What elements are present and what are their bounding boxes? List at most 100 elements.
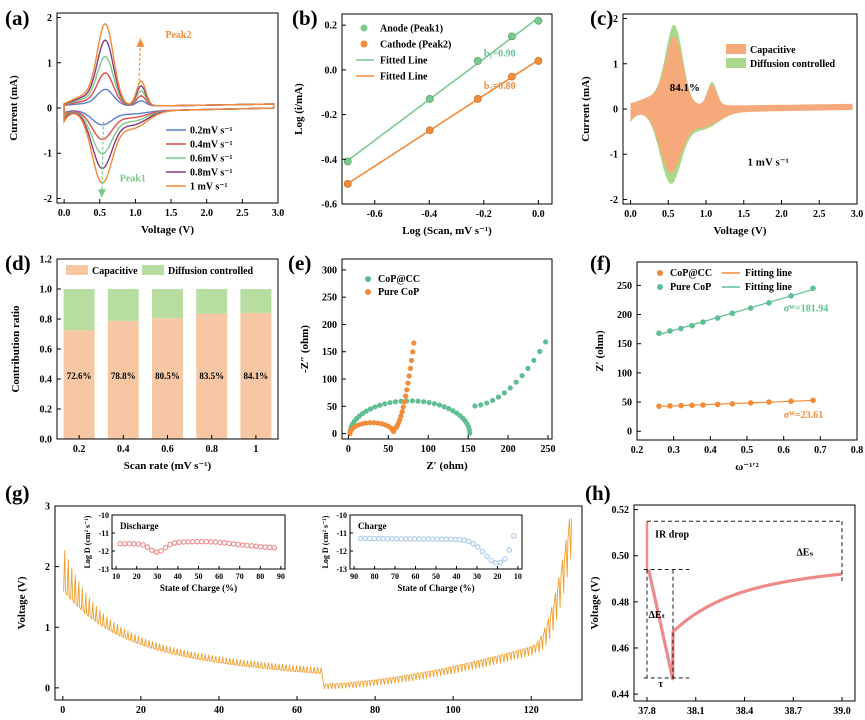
legend-capacitive-swatch xyxy=(726,44,746,54)
legend-capacitive-swatch xyxy=(66,265,88,275)
panel-b: Anode (Peak1) Cathode (Peak2) Fitted Line F… xyxy=(292,6,553,237)
pure-cop-point xyxy=(810,285,816,292)
inset-point xyxy=(411,536,418,542)
pure-cop-point xyxy=(404,387,410,393)
inset-y-label: Log D (cm² s⁻¹) xyxy=(83,515,92,568)
inset-point xyxy=(443,536,449,542)
y-tick-label: -0.2 xyxy=(321,110,337,121)
cv-curve-0 xyxy=(63,88,275,126)
inset-x-tick-label: 40 xyxy=(174,572,182,581)
legend-cop-cc-label: CoP@CC xyxy=(378,274,420,285)
y-tick-label: 1.2 xyxy=(40,255,53,266)
inset-x-tick-label: 70 xyxy=(236,572,244,581)
y-tick-label: 0.0 xyxy=(325,65,338,76)
anode-fit-line xyxy=(346,17,539,162)
pure-cop-point xyxy=(407,365,413,372)
cop-cc-point xyxy=(700,402,706,408)
inset-point xyxy=(475,544,481,550)
tau-label: τ xyxy=(658,679,663,690)
inset-y-tick-label: -12 xyxy=(98,547,109,556)
panel-label: (a) xyxy=(5,6,30,30)
panel-f: CoP@CC Pure CoP Fitting line Fitting line σᵂ… xyxy=(590,251,863,473)
panel-label: (g) xyxy=(5,481,30,505)
x-axis-label: Log (Scan, mV s⁻¹) xyxy=(402,225,492,237)
x-tick-label: 38.1 xyxy=(687,706,705,717)
anode-point xyxy=(508,32,516,41)
pure-cop-point xyxy=(399,409,405,415)
inset-point xyxy=(488,557,495,564)
panel-a: Peak2 Peak1 0.2mV s⁻¹ 0.4mV s⁻¹ 0.6mV s⁻¹ 0.8… xyxy=(5,6,284,236)
legend-capacitive-label: Capacitive xyxy=(750,45,796,56)
cop-cc-point xyxy=(446,406,452,412)
cathode-point xyxy=(473,95,482,103)
x-tick-label: 3.0 xyxy=(272,208,285,219)
x-axis-label: Voltage (V) xyxy=(141,224,194,236)
cop-cc-point xyxy=(729,401,736,407)
inset-point xyxy=(253,543,259,550)
legend-label-3: 0.8mV s⁻¹ xyxy=(190,168,233,179)
cop-cc-point xyxy=(382,401,388,407)
pure-cop-point xyxy=(410,349,416,355)
x-tick-label: 80 xyxy=(370,705,380,716)
x-tick-label: -0.4 xyxy=(421,209,437,220)
inset-x-tick-label: 10 xyxy=(112,572,120,581)
bar-value-label: 72.6% xyxy=(67,371,92,381)
cathode-point xyxy=(425,126,434,135)
ir-drop-label: IR drop xyxy=(655,529,689,540)
cathode-point xyxy=(343,179,352,188)
x-tick-label: 0.7 xyxy=(814,445,827,456)
inset-x-tick-label: 60 xyxy=(412,572,420,581)
cop-cc-point xyxy=(392,399,399,405)
x-tick-label: 2.0 xyxy=(775,209,788,220)
cop-cc-point xyxy=(372,404,378,410)
pure-cop-point xyxy=(766,300,772,306)
cop-cc-point xyxy=(409,398,415,404)
anode-point xyxy=(425,95,434,103)
y-tick-label: 0.44 xyxy=(612,690,630,701)
y-tick-label: -1 xyxy=(44,149,52,160)
panel-h: IR drop ΔEₛ ΔEₜ τ 37.8 38.1 38.4 38.7 39.0 0.44 0.… xyxy=(585,481,856,717)
x-tick-label: 0.4 xyxy=(117,444,130,455)
bar-diffusion xyxy=(107,289,139,321)
y-tick-label: -2 xyxy=(44,194,52,205)
y-tick-label: 0 xyxy=(613,105,618,116)
x-tick-label: 0 xyxy=(346,444,351,455)
inset-x-tick-label: 30 xyxy=(473,572,481,581)
inset-x-tick-label: 50 xyxy=(432,572,440,581)
delta-et-label: ΔEₜ xyxy=(649,610,666,621)
inset-point xyxy=(221,540,228,546)
cop-cc-point xyxy=(467,430,473,436)
inset-y-tick-label: -13 xyxy=(98,565,109,574)
cop-cc-point xyxy=(421,399,427,405)
x-tick-label: 2.5 xyxy=(813,209,826,220)
x-axis-label: Z′ (ohm) xyxy=(426,460,468,472)
cop-cc-fit-line xyxy=(658,399,814,408)
inset-point xyxy=(493,560,499,566)
inset-point xyxy=(389,535,395,542)
delta-es-label: ΔEₛ xyxy=(797,548,814,559)
legend-cop-cc-label: CoP@CC xyxy=(670,268,712,279)
inset-point xyxy=(140,542,146,548)
peak2-arrow xyxy=(138,42,142,81)
inset-point xyxy=(393,536,400,542)
cop-cc-point xyxy=(441,404,447,410)
y-tick-label: 150 xyxy=(617,339,632,350)
legend-label-0: 0.2mV s⁻¹ xyxy=(190,126,233,137)
inset-point xyxy=(131,540,137,547)
plot-frame xyxy=(54,505,583,701)
pure-cop-point xyxy=(747,305,754,311)
inset-x-tick-label: 70 xyxy=(391,572,399,581)
inset-y-tick-label: -11 xyxy=(99,529,109,538)
x-tick-label: 0.0 xyxy=(532,209,545,220)
inset-point xyxy=(362,535,368,542)
pure-cop-point xyxy=(367,420,373,426)
cop-cc-point xyxy=(415,398,421,404)
bar-diffusion xyxy=(196,289,228,314)
cop-cc-point xyxy=(431,401,437,407)
inset-x-tick-label: 90 xyxy=(350,572,358,581)
y-tick-label: 1 xyxy=(47,58,52,69)
cop-cc-point xyxy=(484,400,490,406)
gitt-curve xyxy=(63,518,572,690)
x-tick-label: 0.8 xyxy=(851,445,864,456)
cop-cc-point xyxy=(537,348,543,355)
